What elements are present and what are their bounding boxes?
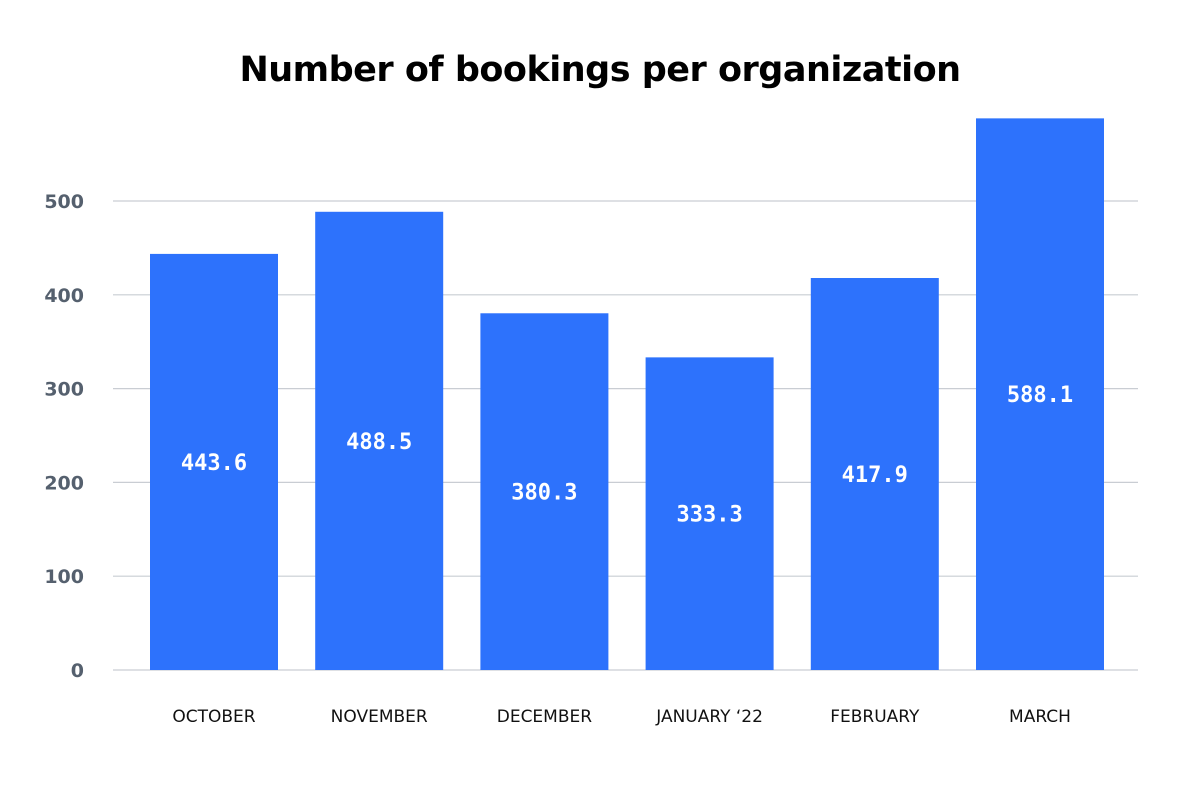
bar-1	[315, 211, 444, 671]
y-tick-label: 300	[44, 379, 84, 401]
x-tick-label: NOVEMBER	[331, 707, 428, 727]
y-tick-label: 200	[44, 472, 84, 494]
gridlines	[113, 200, 1138, 671]
bar-5	[976, 118, 1104, 671]
bars	[150, 118, 1104, 671]
chart-title: Number of bookings per organization	[239, 50, 961, 90]
data-label: 333.3	[676, 503, 742, 528]
x-tick-label: DECEMBER	[497, 707, 593, 727]
bar-4	[810, 278, 939, 670]
x-tick-label: JANUARY ‘22	[655, 707, 763, 727]
data-label: 380.3	[511, 481, 577, 506]
bar-2	[480, 313, 609, 670]
y-tick-label: 400	[44, 285, 84, 307]
x-tick-label: MARCH	[1009, 707, 1071, 727]
x-tick-label: OCTOBER	[172, 707, 255, 727]
data-label: 443.6	[181, 451, 247, 476]
data-label: 417.9	[842, 463, 908, 488]
y-tick-label: 100	[44, 566, 84, 588]
data-label: 588.1	[1007, 383, 1073, 408]
x-tick-label: FEBRUARY	[830, 707, 920, 727]
data-labels: 443.6 488.5 380.3 333.3 417.9 588.1	[181, 383, 1073, 528]
data-label: 488.5	[346, 430, 412, 455]
y-tick-label: 500	[44, 191, 84, 213]
bar-3	[645, 357, 774, 670]
y-axis-ticks: 0 100 200 300 400 500	[44, 191, 84, 682]
y-tick-label: 0	[71, 660, 84, 682]
x-axis-ticks: OCTOBER NOVEMBER DECEMBER JANUARY ‘22 FEBRUA…	[172, 707, 1071, 727]
bar-0	[150, 253, 278, 670]
